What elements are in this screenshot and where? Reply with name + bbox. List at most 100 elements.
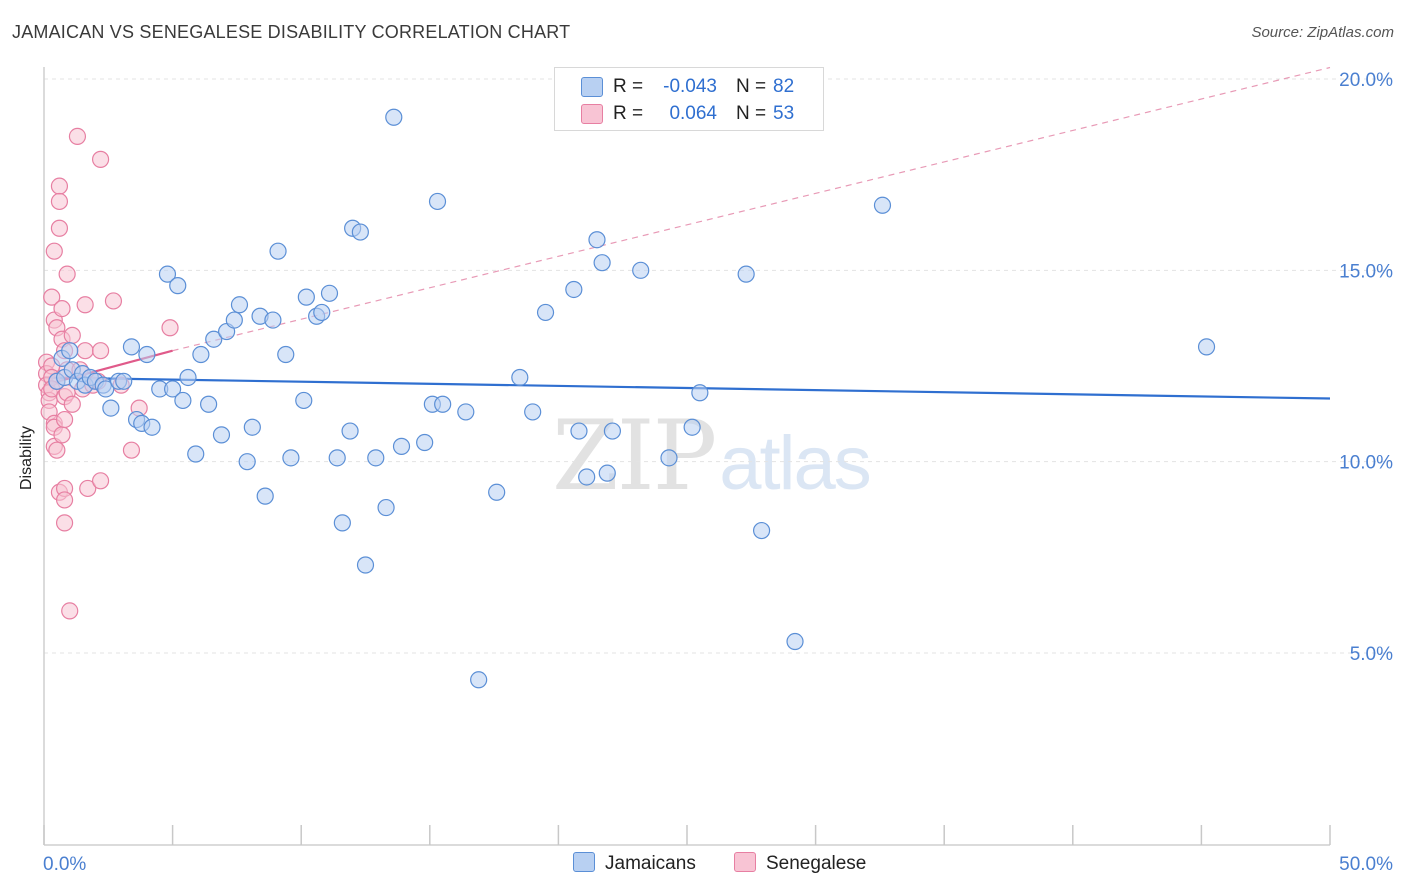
jamaicans-point (269, 242, 287, 260)
jamaicans-point (61, 342, 79, 360)
jamaicans-trend-line (43, 376, 1331, 400)
senegalese-point (91, 150, 110, 168)
jamaicans-point (377, 498, 395, 517)
senegalese-point (104, 292, 123, 310)
jamaicans-point (1197, 338, 1216, 356)
jamaicans-point (683, 418, 701, 436)
legend-row-senegalese: R = 0.064 N = 53 (555, 100, 823, 128)
jamaicans-point (356, 556, 375, 574)
senegalese-point (55, 491, 74, 509)
jamaicans-point (470, 671, 488, 689)
senegalese-point (45, 242, 63, 260)
jamaicans-point (205, 330, 223, 348)
x-tick-label-min: 0.0% (43, 854, 86, 875)
senegalese-point (76, 342, 94, 360)
jamaicans-point (174, 391, 192, 410)
jamaicans-point (164, 380, 182, 398)
jamaicans-point (593, 254, 611, 272)
jamaicans-point (192, 345, 210, 364)
chart-title: JAMAICAN VS SENEGALESE DISABILITY CORREL… (12, 22, 571, 42)
senegalese-point (53, 300, 71, 318)
legend-row-jamaicans: R = -0.043 N = 82 (555, 73, 823, 101)
jamaicans-point (428, 192, 447, 211)
gridlines (44, 78, 1394, 654)
jamaicans-point (179, 368, 197, 387)
senegalese-point (122, 441, 141, 459)
senegalese-point (48, 441, 66, 459)
senegalese-trend-extension (172, 66, 1331, 352)
jamaicans-swatch (581, 77, 603, 97)
jamaicans-point (212, 426, 231, 444)
senegalese-legend-swatch (734, 852, 756, 872)
jamaicans-point (187, 445, 205, 463)
senegalese-point (91, 342, 110, 360)
n-value: 82 (773, 76, 795, 97)
jamaicans-point (158, 265, 177, 283)
jamaicans-point (570, 422, 588, 440)
senegalese-point (50, 219, 69, 237)
jamaicans-point (97, 380, 115, 398)
jamaicans-point (225, 311, 243, 329)
jamaicans-point (488, 483, 506, 501)
jamaicans-point (786, 632, 804, 651)
watermark: ZIPatlas (552, 400, 872, 512)
senegalese-point (58, 265, 76, 283)
jamaicans-point (603, 422, 622, 440)
senegalese-swatch (581, 104, 603, 124)
jamaicans-point (102, 399, 120, 417)
jamaicans-point (632, 261, 650, 279)
watermark-zip: ZIP (552, 400, 717, 512)
jamaicans-point (282, 449, 300, 467)
jamaicans-point (230, 296, 249, 314)
jamaicans-point (367, 449, 385, 467)
senegalese-point (43, 288, 61, 306)
senegalese-point (50, 177, 69, 195)
jamaicans-point (328, 449, 346, 467)
x-tick-label-max: 50.0% (1339, 854, 1393, 875)
y-tick-label: 10.0% (1339, 453, 1393, 474)
senegalese-point (68, 127, 87, 145)
jamaicans-point (588, 231, 606, 249)
jamaicans-point (536, 303, 555, 322)
jamaicans-point (457, 403, 475, 421)
jamaicans-point (752, 521, 771, 540)
jamaicans-legend-swatch (573, 852, 595, 872)
senegalese-point (161, 319, 179, 337)
source-credit: Source: ZipAtlas.com (1251, 24, 1394, 41)
jamaicans-point (416, 433, 434, 452)
jamaicans-point (333, 514, 351, 532)
jamaicans-point (737, 265, 755, 283)
jamaicans-point (143, 418, 161, 436)
jamaicans-point (169, 277, 187, 295)
jamaicans-point (277, 345, 295, 364)
jamaicans-point (115, 372, 133, 390)
watermark-atlas: atlas (719, 421, 872, 506)
jamaicans-point (243, 418, 261, 436)
jamaicans-point (511, 368, 529, 387)
jamaicans-point (385, 108, 403, 126)
jamaicans-point (565, 280, 583, 299)
jamaicans-point (524, 403, 542, 421)
axes (43, 67, 1331, 846)
r-value: -0.043 (663, 76, 717, 97)
r-label: R = (613, 103, 644, 124)
y-tick-label: 20.0% (1339, 70, 1393, 91)
jamaicans-legend-label: Jamaicans (605, 853, 696, 874)
jamaicans-point (598, 464, 616, 482)
y-tick-label: 15.0% (1339, 261, 1393, 282)
legend-jamaicans: Jamaicans (573, 852, 696, 875)
jamaicans-point (238, 453, 256, 471)
jamaicans-point (297, 288, 315, 306)
senegalese-point (79, 479, 97, 498)
r-label: R = (613, 76, 644, 97)
jamaicans-point (660, 449, 678, 467)
jamaicans-point (873, 196, 892, 214)
legend-senegalese: Senegalese (734, 852, 866, 875)
jamaicans-point (200, 395, 218, 413)
senegalese-point (63, 395, 81, 413)
senegalese-point (63, 326, 81, 344)
jamaicans-point (256, 487, 274, 505)
data-points (37, 108, 1216, 689)
senegalese-point (91, 472, 110, 490)
jamaicans-point (434, 395, 452, 413)
